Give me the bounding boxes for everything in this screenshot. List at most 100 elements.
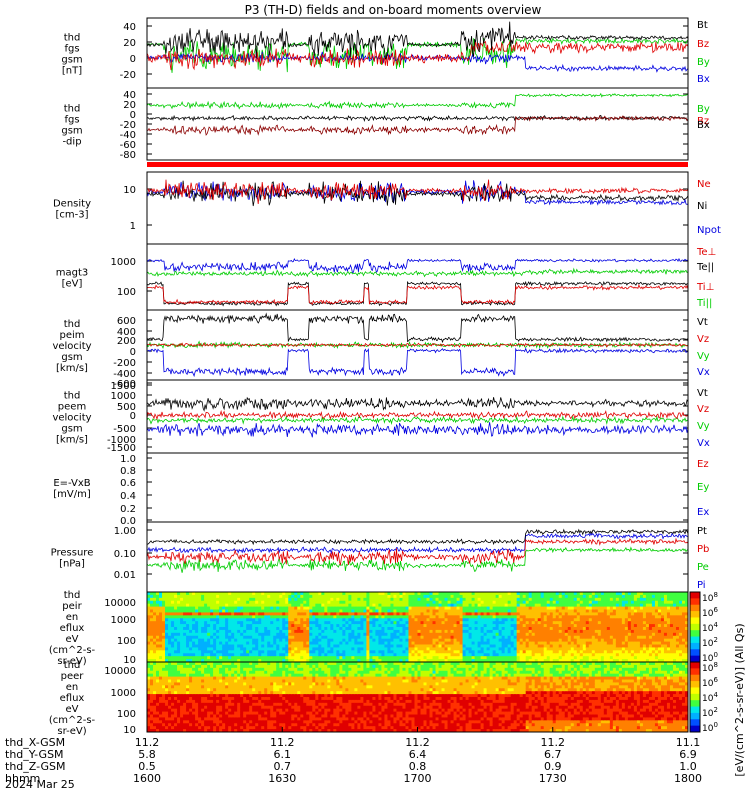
spectrogram-cell	[432, 650, 437, 654]
spectrogram-cell	[600, 638, 605, 643]
spectrogram-cell	[252, 635, 256, 640]
spectrogram-cell	[663, 635, 668, 640]
spectrogram-cell	[633, 624, 638, 628]
spectrogram-cell	[288, 621, 292, 625]
spectrogram-cell	[153, 697, 157, 701]
legend-npot-label: Npot	[697, 225, 721, 236]
spectrogram-cell	[309, 612, 313, 616]
spectrogram-cell	[186, 629, 190, 634]
spectrogram-cell	[189, 691, 193, 695]
spectrogram-cell	[153, 635, 157, 640]
spectrogram-cell	[357, 621, 361, 625]
spectrogram-cell	[327, 629, 331, 634]
spectrogram-cell	[180, 656, 184, 660]
spectrogram-cell	[189, 618, 193, 622]
spectrogram-cell	[156, 597, 160, 602]
spectrogram-cell	[684, 632, 688, 637]
spectrogram-cell	[402, 641, 407, 646]
spectrogram-cell	[276, 650, 280, 654]
spectrogram-cell	[654, 618, 659, 622]
spectrogram-cell	[153, 670, 157, 675]
spectrogram-cell	[522, 627, 527, 631]
spectrogram-cell	[426, 594, 431, 599]
spectrogram-cell	[549, 644, 554, 649]
spectrogram-cell	[279, 600, 283, 605]
spectrogram-cell	[306, 629, 310, 634]
spectrogram-cell	[159, 662, 163, 666]
spectrogram-cell	[600, 597, 605, 602]
spectrogram-cell	[174, 621, 178, 625]
spectrogram-cell	[312, 606, 316, 611]
spectrogram-cell	[246, 603, 250, 608]
spectrogram-cell	[597, 592, 602, 596]
spectrogram-cell	[291, 615, 295, 619]
spectrogram-cell	[195, 717, 199, 721]
spectrogram-cell	[492, 624, 497, 628]
spectrogram-cell	[150, 612, 154, 616]
spectrogram-cell	[192, 694, 196, 698]
spectrogram-cell	[264, 612, 268, 616]
spectrogram-cell	[240, 592, 244, 596]
spectrogram-cell	[681, 629, 686, 634]
spectrogram-cell	[525, 609, 530, 614]
spectrogram-cell	[459, 632, 464, 637]
spectrogram-cell	[165, 603, 169, 608]
spectrogram-cell	[468, 659, 473, 662]
spectrogram-cell	[195, 705, 199, 710]
spectrogram-cell	[462, 612, 467, 616]
spectrogram-cell	[294, 624, 298, 628]
spectrogram-cell	[549, 594, 554, 599]
spectrogram-cell	[288, 629, 292, 634]
spectrogram-cell	[171, 664, 175, 669]
spectrogram-cell	[315, 600, 319, 605]
spectrogram-cell	[171, 729, 175, 732]
spectrogram-cell	[159, 656, 163, 660]
spectrogram-cell	[360, 603, 364, 608]
spectrogram-cell	[228, 632, 232, 637]
spectrogram-cell	[372, 641, 377, 646]
spectrogram-cell	[495, 647, 500, 651]
spectrogram-cell	[609, 618, 614, 622]
spectrogram-cell	[387, 603, 392, 608]
spectrogram-cell	[222, 624, 226, 628]
spectrogram-cell	[459, 635, 464, 640]
spectrogram-cell	[297, 609, 301, 614]
spectrogram-cell	[663, 650, 668, 654]
spectrogram-cell	[213, 644, 217, 649]
spectrogram-cell	[633, 659, 638, 662]
spectrogram-cell	[168, 691, 172, 695]
spectrogram-cell	[525, 653, 530, 657]
spectrogram-cell	[534, 621, 539, 625]
spectrogram-cell	[414, 650, 419, 654]
spectrogram-cell	[270, 629, 274, 634]
spectrogram-cell	[318, 627, 322, 631]
spectrogram-cell	[222, 594, 226, 599]
spectrogram-cell	[669, 635, 674, 640]
spectrogram-cell	[606, 592, 611, 596]
spectrogram-cell	[684, 653, 688, 657]
spectrogram-cell	[153, 662, 157, 666]
spectrogram-cell	[285, 600, 289, 605]
spectrogram-cell	[336, 600, 340, 605]
spectrogram-cell	[276, 659, 280, 662]
spectrogram-cell	[603, 609, 608, 614]
spectrogram-cell	[387, 659, 392, 662]
ylabel-line: (cm^2-s-	[49, 645, 96, 656]
spectrogram-cell	[666, 606, 671, 611]
spectrogram-cell	[351, 603, 355, 608]
spectrogram-cell	[561, 600, 566, 605]
spectrogram-cell	[585, 624, 590, 628]
spectrogram-cell	[447, 659, 452, 662]
spectrogram-cell	[615, 624, 620, 628]
spectrogram-cell	[264, 609, 268, 614]
spectrogram-cell	[345, 621, 349, 625]
spectrogram-cell	[582, 624, 587, 628]
spectrogram-cell	[564, 612, 569, 616]
spectrogram-cell	[429, 641, 434, 646]
spectrogram-cell	[192, 714, 196, 719]
spectrogram-cell	[534, 592, 539, 596]
spectrogram-cell	[177, 667, 181, 672]
spectrogram-cell	[420, 621, 425, 625]
spectrogram-cell	[660, 638, 665, 643]
spectrogram-cell	[672, 644, 677, 649]
